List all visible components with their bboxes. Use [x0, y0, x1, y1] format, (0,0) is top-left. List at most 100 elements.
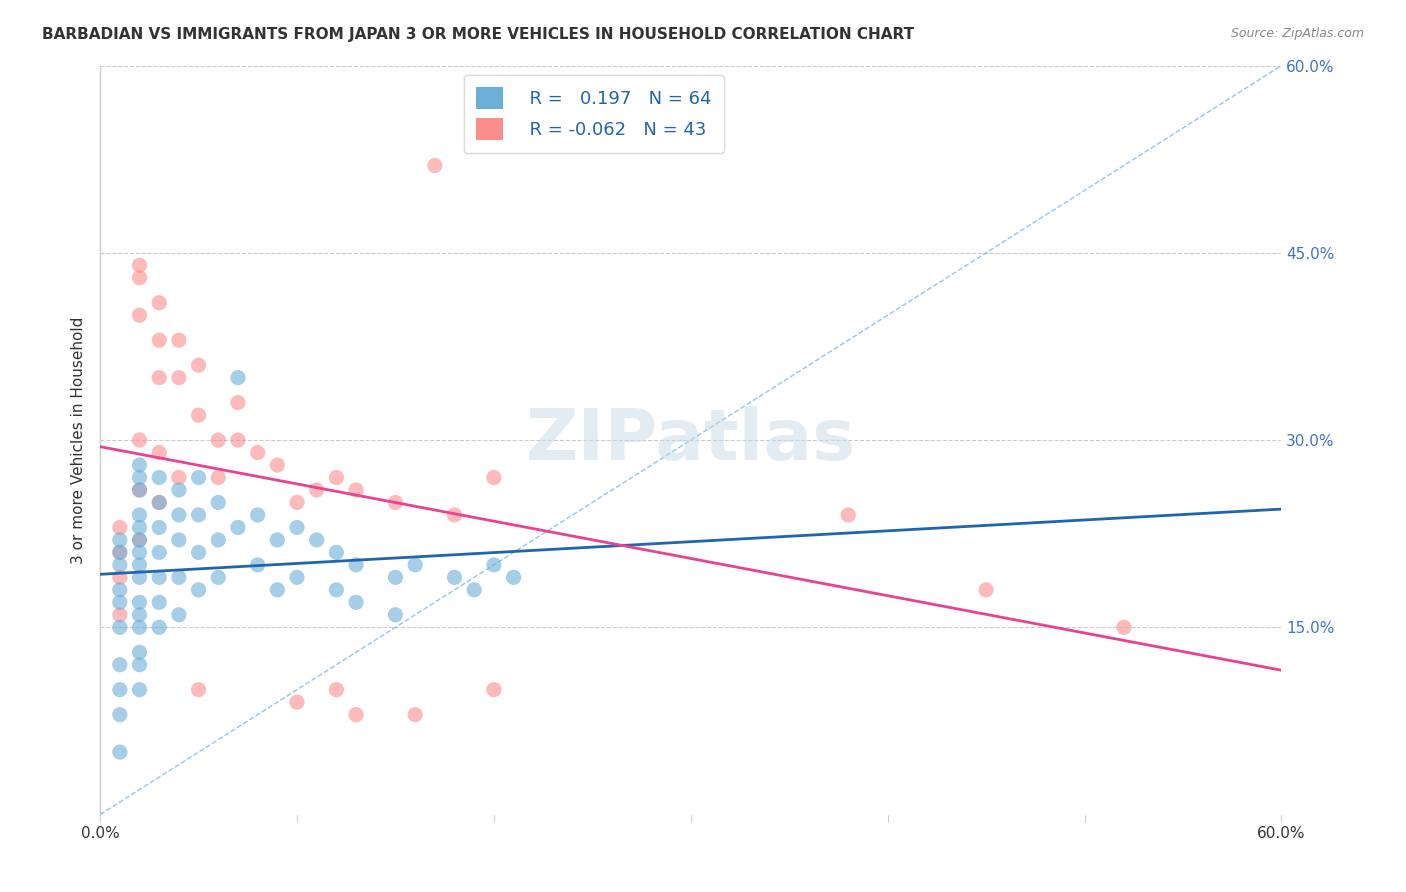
Point — [207, 470, 229, 484]
Point — [128, 308, 150, 322]
Point — [108, 620, 131, 634]
Point — [207, 570, 229, 584]
Point — [128, 533, 150, 547]
Point — [108, 582, 131, 597]
Point — [325, 682, 347, 697]
Point — [128, 470, 150, 484]
Point — [167, 508, 190, 522]
Point — [167, 333, 190, 347]
Point — [108, 520, 131, 534]
Point — [148, 595, 170, 609]
Point — [266, 533, 288, 547]
Point — [128, 258, 150, 272]
Point — [167, 483, 190, 497]
Point — [285, 520, 308, 534]
Point — [325, 545, 347, 559]
Point — [344, 483, 367, 497]
Point — [443, 570, 465, 584]
Point — [148, 295, 170, 310]
Point — [148, 570, 170, 584]
Point — [108, 682, 131, 697]
Point — [226, 395, 249, 409]
Point — [128, 645, 150, 659]
Point — [226, 433, 249, 447]
Point — [285, 695, 308, 709]
Point — [246, 508, 269, 522]
Point — [108, 707, 131, 722]
Point — [108, 607, 131, 622]
Point — [128, 545, 150, 559]
Point — [384, 570, 406, 584]
Point — [246, 558, 269, 572]
Point — [108, 545, 131, 559]
Point — [148, 495, 170, 509]
Point — [128, 483, 150, 497]
Point — [108, 570, 131, 584]
Point — [148, 445, 170, 459]
Point — [482, 470, 505, 484]
Point — [246, 445, 269, 459]
Point — [128, 458, 150, 472]
Point — [187, 358, 209, 372]
Point — [108, 595, 131, 609]
Point — [187, 545, 209, 559]
Point — [423, 158, 446, 172]
Point — [148, 545, 170, 559]
Point — [167, 607, 190, 622]
Y-axis label: 3 or more Vehicles in Household: 3 or more Vehicles in Household — [72, 317, 86, 564]
Point — [344, 707, 367, 722]
Point — [108, 545, 131, 559]
Point — [128, 607, 150, 622]
Text: Source: ZipAtlas.com: Source: ZipAtlas.com — [1230, 27, 1364, 40]
Point — [384, 607, 406, 622]
Point — [266, 582, 288, 597]
Point — [167, 533, 190, 547]
Point — [344, 595, 367, 609]
Point — [148, 333, 170, 347]
Point — [167, 470, 190, 484]
Point — [128, 533, 150, 547]
Legend:   R =   0.197   N = 64,   R = -0.062   N = 43: R = 0.197 N = 64, R = -0.062 N = 43 — [464, 75, 724, 153]
Point — [128, 595, 150, 609]
Point — [305, 533, 328, 547]
Point — [305, 483, 328, 497]
Point — [148, 620, 170, 634]
Text: ZIPatlas: ZIPatlas — [526, 406, 856, 475]
Point — [404, 707, 426, 722]
Point — [482, 682, 505, 697]
Point — [463, 582, 485, 597]
Point — [285, 570, 308, 584]
Point — [128, 558, 150, 572]
Point — [128, 657, 150, 672]
Point — [148, 470, 170, 484]
Point — [285, 495, 308, 509]
Point — [128, 483, 150, 497]
Point — [1112, 620, 1135, 634]
Point — [148, 495, 170, 509]
Point — [108, 533, 131, 547]
Point — [128, 682, 150, 697]
Point — [167, 370, 190, 384]
Point — [108, 745, 131, 759]
Text: BARBADIAN VS IMMIGRANTS FROM JAPAN 3 OR MORE VEHICLES IN HOUSEHOLD CORRELATION C: BARBADIAN VS IMMIGRANTS FROM JAPAN 3 OR … — [42, 27, 914, 42]
Point — [502, 570, 524, 584]
Point — [108, 657, 131, 672]
Point — [148, 370, 170, 384]
Point — [482, 558, 505, 572]
Point — [128, 433, 150, 447]
Point — [404, 558, 426, 572]
Point — [384, 495, 406, 509]
Point — [128, 520, 150, 534]
Point — [325, 582, 347, 597]
Point — [443, 508, 465, 522]
Point — [187, 408, 209, 422]
Point — [128, 508, 150, 522]
Point — [167, 570, 190, 584]
Point — [187, 582, 209, 597]
Point — [207, 433, 229, 447]
Point — [226, 520, 249, 534]
Point — [187, 682, 209, 697]
Point — [266, 458, 288, 472]
Point — [207, 533, 229, 547]
Point — [226, 370, 249, 384]
